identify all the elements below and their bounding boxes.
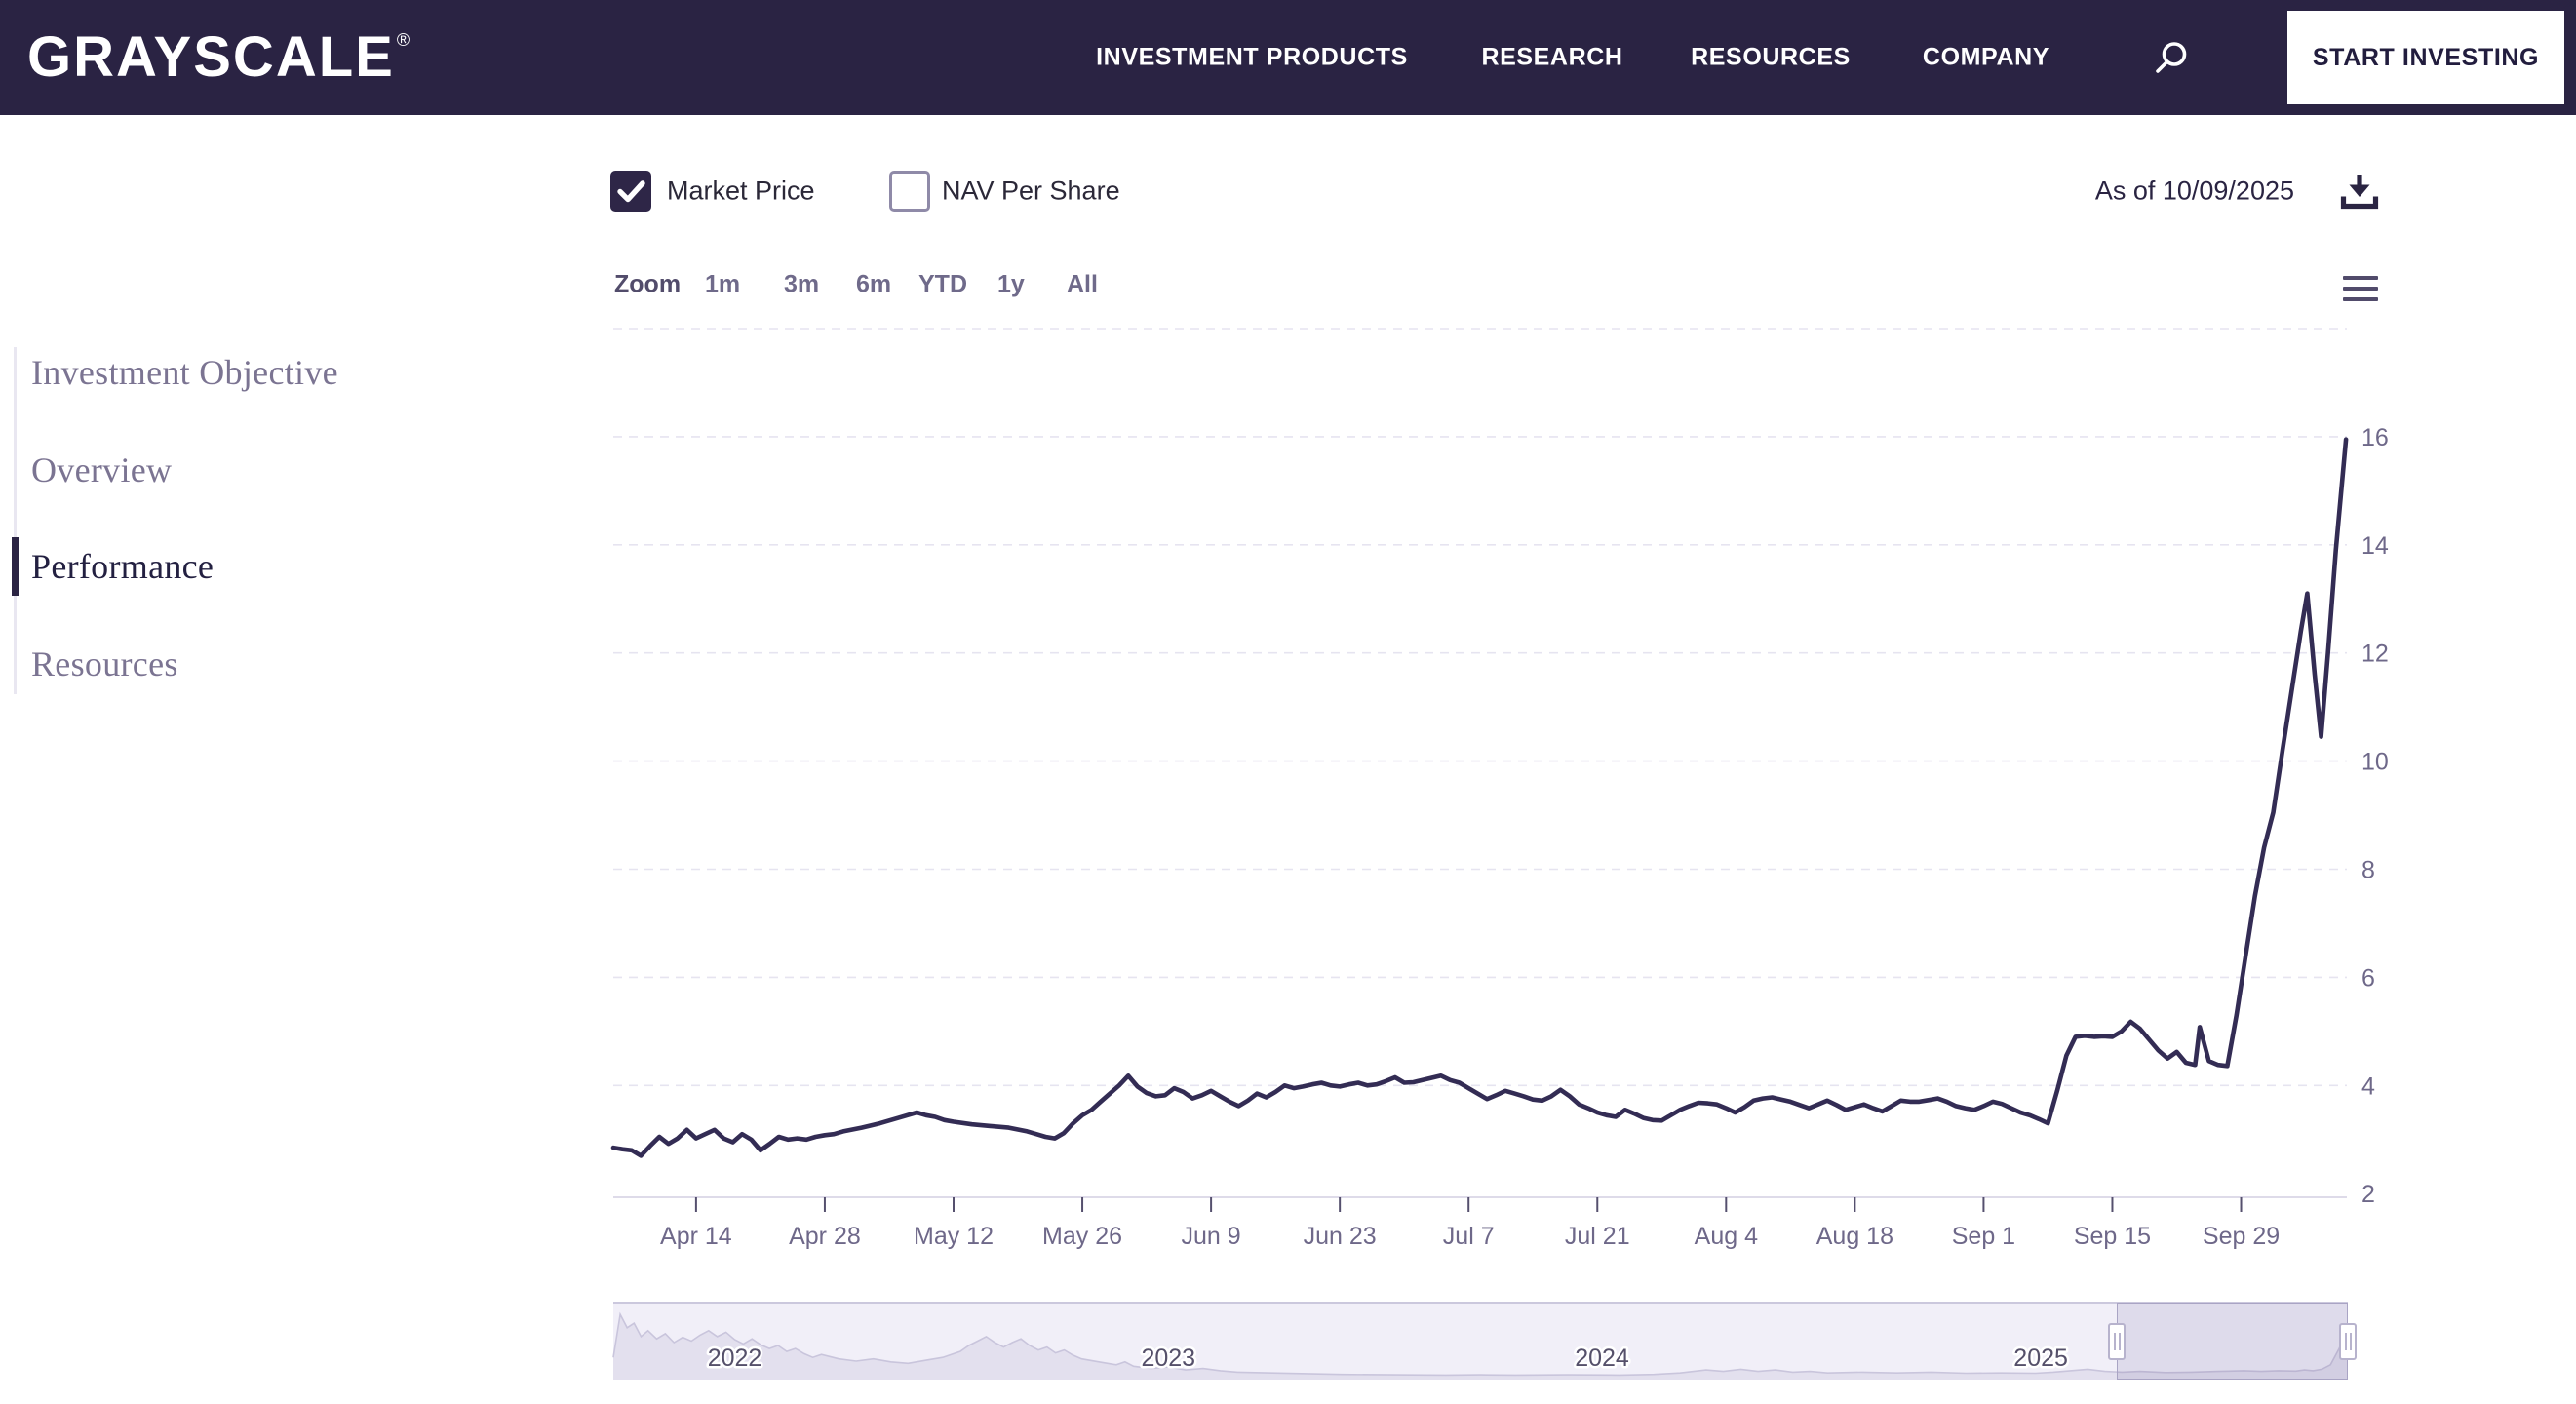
start-investing-button[interactable]: START INVESTING [2287,11,2564,104]
nav-item-investment-products[interactable]: INVESTMENT PRODUCTS [1096,43,1408,71]
x-axis-label: Jun 9 [1182,1223,1241,1250]
check-icon [617,180,645,203]
x-axis-label: May 12 [914,1223,994,1250]
y-axis-label: 2 [2361,1181,2375,1208]
search-icon[interactable] [2149,38,2192,81]
x-axis-label: Apr 14 [660,1223,732,1250]
x-axis-label: Jul 7 [1443,1223,1495,1250]
y-axis-label: 16 [2361,424,2389,451]
x-axis-label: Aug 18 [1816,1223,1893,1250]
download-icon[interactable] [2338,170,2381,213]
navigator-year-label: 2025 [2013,1345,2068,1372]
range-button-6m[interactable]: 6m [856,270,892,298]
range-button-1y[interactable]: 1y [997,270,1025,298]
navigator-right-handle[interactable] [2339,1323,2357,1360]
registered-mark: ® [396,30,412,50]
range-button-3m[interactable]: 3m [784,270,820,298]
navigator-year-label: 2022 [708,1345,762,1372]
y-axis-label: 8 [2361,857,2375,884]
chart-menu-icon[interactable] [2343,276,2378,302]
x-axis-label: Apr 28 [789,1223,861,1250]
x-axis-label: Aug 4 [1695,1223,1758,1250]
market-price-label: Market Price [667,176,815,206]
y-axis-label: 14 [2361,532,2389,560]
as-of-date: As of 10/09/2025 [2094,176,2294,206]
sidebar-rail [14,347,17,694]
nav-item-research[interactable]: RESEARCH [1481,43,1623,71]
nav-per-share-checkbox[interactable] [889,171,930,212]
sidebar-item-investment-objective[interactable]: Investment Objective [31,353,338,392]
x-axis-label: Sep 1 [1952,1223,2015,1250]
zoom-label: Zoom [614,270,682,298]
navigator-left-handle[interactable] [2108,1323,2127,1360]
sidebar-item-performance[interactable]: Performance [31,547,215,586]
nav-item-company[interactable]: COMPANY [1922,43,2050,71]
y-axis-label: 6 [2361,964,2375,992]
navigator-area-line [612,1311,2349,1377]
y-axis-label: 4 [2361,1072,2375,1100]
nav-item-resources[interactable]: RESOURCES [1691,43,1851,71]
range-button-1m[interactable]: 1m [705,270,741,298]
series-line-market-price [610,437,2349,1158]
x-axis-label: Jul 21 [1565,1223,1630,1250]
market-price-checkbox[interactable] [610,171,651,212]
sidebar-active-indicator [12,537,19,596]
x-axis-label: May 26 [1042,1223,1122,1250]
x-axis-label: Jun 23 [1304,1223,1377,1250]
navigator-selected-range[interactable] [2117,1303,2348,1380]
x-axis-label: Sep 29 [2203,1223,2280,1250]
range-button-all[interactable]: All [1067,270,1098,298]
range-button-ytd[interactable]: YTD [918,270,967,298]
site-header: GRAYSCALE ® INVESTMENT PRODUCTS RESEARCH … [0,0,2576,115]
brand-logo[interactable]: GRAYSCALE ® [27,29,410,86]
brand-logo-text: GRAYSCALE [27,25,395,89]
sidebar-item-resources[interactable]: Resources [31,644,178,683]
navigator-area [613,1314,2348,1380]
sidebar-item-overview[interactable]: Overview [31,450,173,489]
x-axis-label: Sep 15 [2074,1223,2151,1250]
navigator-year-label: 2023 [1141,1345,1195,1372]
y-axis-label: 10 [2361,749,2389,776]
y-axis-label: 12 [2361,641,2389,668]
nav-per-share-label: NAV Per Share [942,176,1120,206]
navigator-year-label: 2024 [1575,1345,1629,1372]
